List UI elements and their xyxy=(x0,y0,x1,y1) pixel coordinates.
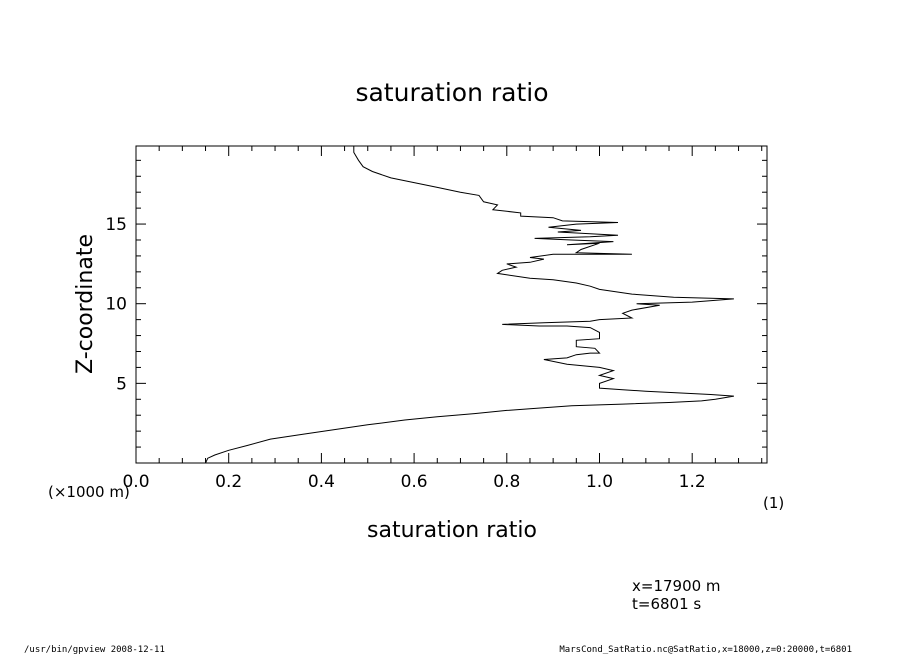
y-tick-labels: 5 10 15 xyxy=(105,215,127,394)
x-tick-label: 0.6 xyxy=(401,472,428,492)
footer-left-text: /usr/bin/gpview 2008-12-11 xyxy=(24,645,165,654)
y-tick-label: 5 xyxy=(116,374,127,394)
series-line-saturation-ratio xyxy=(205,146,734,464)
y-axis-label: Z-coordinate xyxy=(73,234,98,374)
y-unit-label: (×1000 m) xyxy=(48,483,130,501)
x-tick-label: 0.0 xyxy=(122,472,149,492)
footer-right-text: MarsCond_SatRatio.nc@SatRatio,x=18000,z=… xyxy=(559,645,852,654)
x-tick-label: 1.2 xyxy=(679,472,706,492)
x-tick-label: 0.8 xyxy=(493,472,520,492)
coordinate-t-label: t=6801 s xyxy=(632,595,701,613)
x-unit-label: (1) xyxy=(763,494,784,512)
coordinate-x-label: x=17900 m xyxy=(632,577,721,595)
axis-ticks xyxy=(135,146,767,463)
x-tick-label: 0.2 xyxy=(215,472,242,492)
x-tick-labels: 0.0 0.2 0.4 0.6 0.8 1.0 1.2 xyxy=(122,472,705,492)
plot-frame xyxy=(135,145,768,464)
y-tick-label: 10 xyxy=(105,295,127,315)
chart-title: saturation ratio xyxy=(355,78,548,107)
x-tick-label: 1.0 xyxy=(586,472,613,492)
y-tick-label: 15 xyxy=(105,215,127,235)
x-axis-label: saturation ratio xyxy=(367,518,537,543)
x-tick-label: 0.4 xyxy=(308,472,335,492)
